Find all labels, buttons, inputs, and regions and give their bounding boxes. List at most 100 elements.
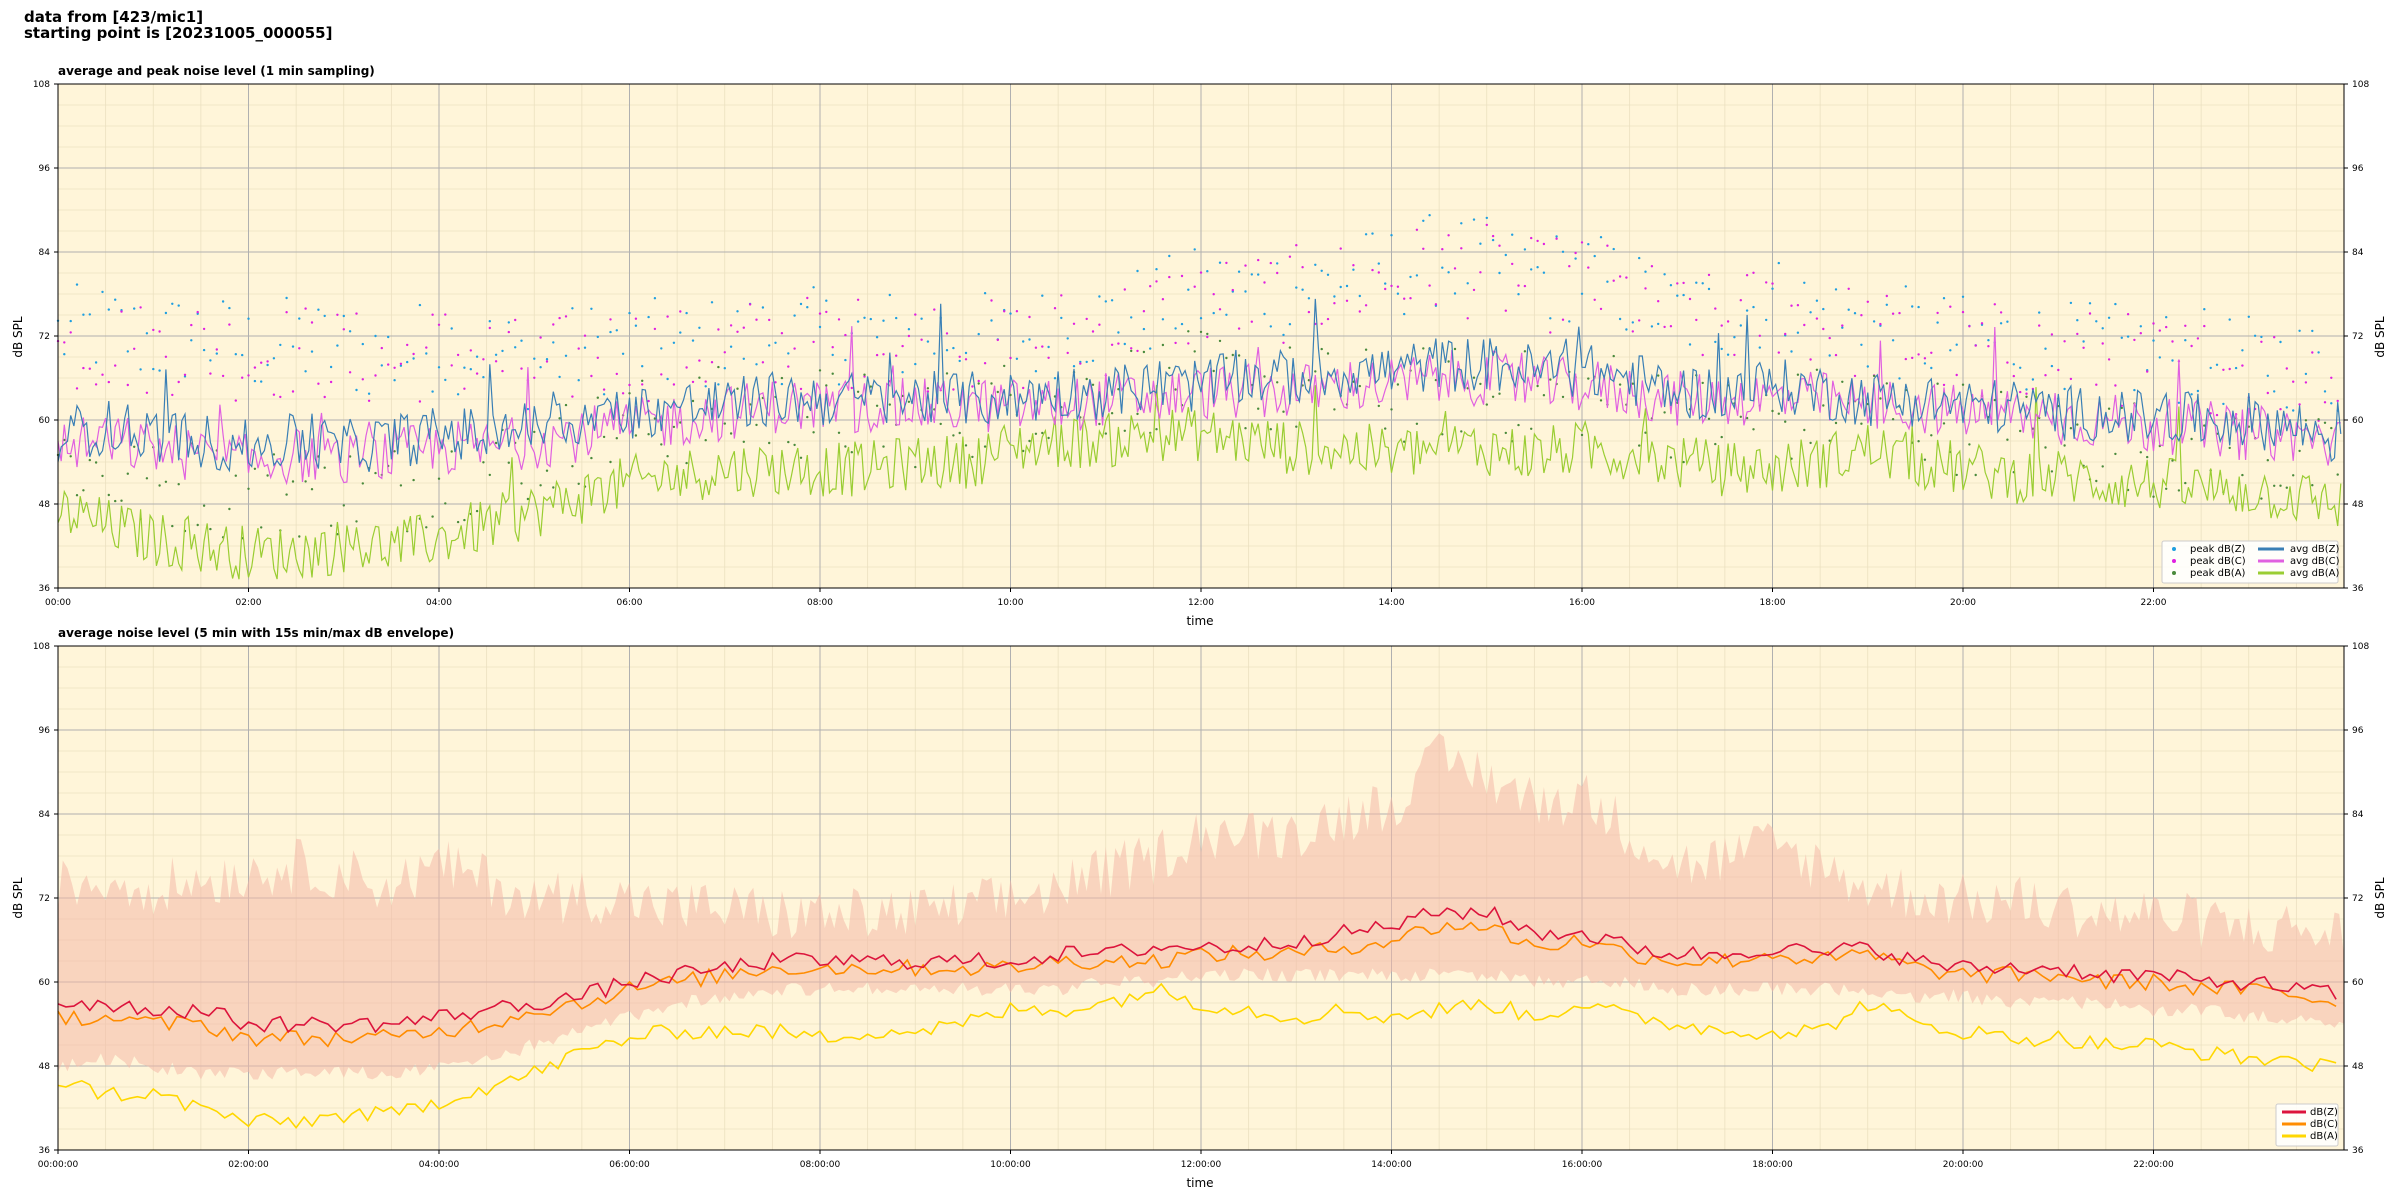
data-point <box>1060 294 1063 297</box>
data-point <box>171 393 174 397</box>
data-point <box>634 324 638 327</box>
legend-label: avg dB(C) <box>2290 556 2340 567</box>
data-point <box>1415 274 1419 277</box>
data-point <box>768 318 771 322</box>
data-point <box>1644 270 1647 273</box>
data-point <box>831 346 834 349</box>
data-point <box>2152 495 2155 498</box>
data-point <box>1872 320 1876 323</box>
data-point <box>869 317 872 321</box>
data-point <box>939 422 942 426</box>
data-point <box>279 343 282 347</box>
data-point <box>1231 288 1235 292</box>
data-point <box>1237 270 1241 273</box>
data-point <box>482 376 485 379</box>
data-point <box>679 331 682 334</box>
data-point <box>1828 336 1831 340</box>
data-point <box>158 369 161 372</box>
legend-label: dB(A) <box>2310 1131 2338 1142</box>
data-point <box>1898 377 1901 380</box>
data-point <box>1403 440 1406 443</box>
data-point <box>2076 332 2079 336</box>
data-point <box>1860 343 1863 346</box>
data-point <box>742 326 745 329</box>
data-point <box>336 313 339 316</box>
data-point <box>1580 241 1584 244</box>
data-point <box>1733 336 1736 339</box>
data-point <box>1631 382 1635 385</box>
data-point <box>768 441 771 445</box>
data-point <box>2019 366 2022 369</box>
data-point <box>310 321 314 324</box>
x-tick-label: 16:00:00 <box>1562 1160 1603 1170</box>
data-point <box>1352 380 1355 383</box>
data-point <box>1485 223 1489 227</box>
data-point <box>818 325 822 329</box>
data-point <box>1891 418 1895 421</box>
data-point <box>888 293 891 297</box>
legend-label: peak dB(A) <box>2190 568 2246 579</box>
y-tick-label: 48 <box>39 1062 51 1072</box>
data-point <box>583 346 587 349</box>
data-point <box>399 364 403 367</box>
data-point <box>844 333 847 337</box>
data-point <box>977 382 980 385</box>
data-point <box>247 487 250 490</box>
data-point <box>63 438 66 442</box>
data-point <box>2336 399 2339 403</box>
data-point <box>387 335 390 339</box>
data-point <box>171 302 174 305</box>
data-point <box>1663 325 1666 329</box>
data-point <box>2050 364 2054 368</box>
data-point <box>1130 316 1133 319</box>
data-point <box>1307 310 1311 314</box>
data-point <box>298 317 301 320</box>
data-point <box>1504 431 1508 435</box>
data-point <box>1638 444 1641 447</box>
data-point <box>1536 239 1539 243</box>
data-point <box>437 477 441 480</box>
data-point <box>120 499 123 502</box>
x-tick-label: 00:00:00 <box>38 1160 79 1170</box>
data-point <box>266 363 269 367</box>
data-point <box>234 353 237 356</box>
data-point <box>1441 266 1444 269</box>
data-point <box>209 359 212 362</box>
data-point <box>1358 384 1362 388</box>
data-point <box>1453 267 1457 270</box>
data-point <box>1625 276 1628 279</box>
data-point <box>1847 287 1850 290</box>
series-peakdbc <box>56 223 2339 422</box>
data-point <box>437 323 441 326</box>
y-tick-label: 72 <box>39 894 50 904</box>
data-point <box>825 310 828 314</box>
series-line <box>57 385 2342 580</box>
data-point <box>602 393 606 396</box>
data-point <box>1853 374 1857 378</box>
data-point <box>958 355 961 358</box>
data-point <box>1326 317 1330 321</box>
data-point <box>1047 345 1050 349</box>
data-point <box>1834 353 1838 357</box>
data-point <box>1091 383 1095 386</box>
data-point <box>615 329 618 332</box>
data-point <box>1199 317 1203 320</box>
data-point <box>450 364 453 367</box>
data-point <box>577 379 580 382</box>
data-point <box>1371 232 1374 235</box>
data-point <box>1472 288 1476 292</box>
data-point <box>1384 287 1387 291</box>
data-point <box>596 356 599 359</box>
data-point <box>590 307 593 310</box>
data-point <box>590 456 593 460</box>
data-point <box>945 332 949 335</box>
data-point <box>2088 302 2092 305</box>
data-point <box>494 441 498 445</box>
data-point <box>183 373 187 376</box>
data-point <box>1828 439 1831 442</box>
data-point <box>88 313 92 316</box>
data-point <box>1898 311 1901 315</box>
data-point <box>1771 282 1774 285</box>
data-point <box>1142 350 1146 354</box>
data-point <box>202 327 206 331</box>
